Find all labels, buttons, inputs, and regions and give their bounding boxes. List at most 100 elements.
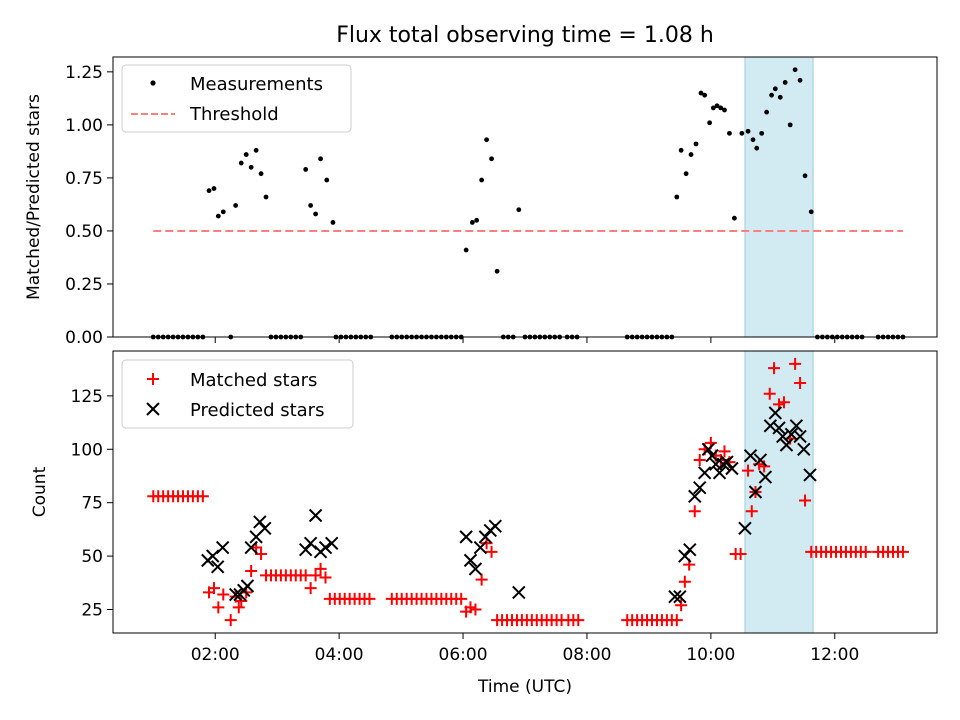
predicted-star-point xyxy=(253,515,267,529)
predicted-star-point xyxy=(803,468,817,482)
matched-star-point xyxy=(217,588,230,601)
measurement-point xyxy=(754,145,760,151)
bottom-xtick-label: 04:00 xyxy=(315,645,364,665)
measurement-point xyxy=(516,207,522,213)
measurement-point xyxy=(777,94,783,100)
bottom-xtick-label: 12:00 xyxy=(810,645,859,665)
predicted-star-point xyxy=(763,419,778,433)
top-ytick-label: 0.00 xyxy=(65,328,103,348)
measurement-point xyxy=(484,137,489,143)
measurement-point xyxy=(787,122,793,128)
measurement-point xyxy=(253,147,259,153)
measurement-point xyxy=(739,130,745,136)
bottom-xtick-label: 06:00 xyxy=(439,645,488,665)
legend-matched-label: Matched stars xyxy=(190,370,317,391)
matched-star-point xyxy=(718,445,731,458)
measurement-point xyxy=(683,171,689,177)
predicted-star-point xyxy=(758,470,773,484)
measurement-point xyxy=(494,268,500,274)
predicted-star-point xyxy=(748,485,763,499)
matched-star-point xyxy=(309,569,322,582)
measurement-point xyxy=(727,130,732,136)
top-plot-frame xyxy=(112,56,938,338)
measurement-point xyxy=(707,120,713,126)
matched-star-point xyxy=(475,573,488,586)
bottom-legend-box xyxy=(121,359,354,429)
bottom-ytick-label: 25 xyxy=(81,601,103,621)
measurement-point xyxy=(324,177,330,183)
matched-star-point xyxy=(469,603,482,616)
measurement-point xyxy=(308,203,314,208)
predicted-star-point xyxy=(738,521,752,536)
predicted-star-point xyxy=(488,519,502,533)
predicted-star-point xyxy=(668,589,682,604)
matched-star-point xyxy=(232,601,245,614)
matched-star-point xyxy=(572,614,585,627)
predicted-star-point xyxy=(693,481,707,495)
measurement-point xyxy=(233,203,239,208)
predicted-star-point xyxy=(784,427,799,442)
measurement-point xyxy=(759,130,765,136)
legend-measurements-marker xyxy=(150,80,156,86)
measurement-point xyxy=(732,215,737,221)
top-legend: Measurements Threshold xyxy=(121,64,352,133)
bottom-xtick-label: 08:00 xyxy=(562,645,611,665)
top-y-ticks: 0.00 0.25 0.50 0.75 1.00 1.25 xyxy=(65,63,113,348)
predicted-star-point xyxy=(463,553,478,568)
measurement-point xyxy=(243,152,249,157)
top-ytick-label: 1.00 xyxy=(65,116,103,136)
matched-star-point xyxy=(799,494,812,507)
matched-star-point xyxy=(896,545,909,558)
predicted-star-point xyxy=(701,442,716,456)
measurement-point xyxy=(258,171,264,177)
measurement-point xyxy=(745,128,751,134)
matched-star-point xyxy=(794,377,807,390)
matched-star-point xyxy=(207,582,220,595)
predicted-star-point xyxy=(768,406,783,420)
legend-measurements-label: Measurements xyxy=(190,74,323,95)
predicted-star-point xyxy=(473,540,488,555)
top-ytick-label: 0.50 xyxy=(65,222,103,242)
measurement-point xyxy=(710,105,716,111)
predicted-star-point xyxy=(793,429,807,444)
predicted-star-point xyxy=(468,562,483,576)
measurement-point xyxy=(263,194,269,200)
matched-star-point xyxy=(319,571,332,584)
measurement-point xyxy=(797,77,803,83)
measurement-point xyxy=(678,147,684,153)
predicted-star-point xyxy=(215,540,230,555)
measurement-point xyxy=(303,167,309,172)
top-y-axis-label: Matched/Predicted stars xyxy=(24,94,44,300)
matched-star-point xyxy=(745,505,758,518)
predicted-star-point xyxy=(776,429,790,444)
matched-star-point xyxy=(255,547,268,560)
measurement-point xyxy=(688,152,694,157)
top-highlight-rect xyxy=(744,56,814,338)
bottom-plot-frame xyxy=(112,350,938,634)
predicted-star-point xyxy=(716,457,730,471)
predicted-star-point xyxy=(725,461,739,476)
measurement-point xyxy=(215,213,221,219)
predicted-star-point xyxy=(258,521,272,536)
matched-star-point xyxy=(688,505,701,518)
predicted-star-point xyxy=(797,442,811,456)
measurement-point xyxy=(479,177,485,183)
matched-star-point xyxy=(245,565,258,578)
matched-star-point xyxy=(777,396,790,409)
measurement-point xyxy=(211,186,217,191)
measurement-point xyxy=(463,247,469,253)
top-ytick-label: 1.25 xyxy=(65,63,103,83)
bottom-y-axis-label: Count xyxy=(30,466,50,517)
matched-star-point xyxy=(485,545,498,558)
top-highlight-span xyxy=(744,56,814,338)
matched-star-point xyxy=(693,453,706,466)
predicted-star-point xyxy=(240,579,255,593)
bottom-x-ticks: 02:00 04:00 06:00 08:00 10:00 12:00 xyxy=(191,633,859,665)
matched-star-point xyxy=(768,362,781,375)
predicted-star-point xyxy=(318,540,333,555)
predicted-star-point xyxy=(228,587,243,602)
matched-star-points xyxy=(147,357,909,627)
predicted-star-point xyxy=(459,530,473,544)
measurement-point xyxy=(750,137,756,143)
measurement-point xyxy=(702,92,708,98)
